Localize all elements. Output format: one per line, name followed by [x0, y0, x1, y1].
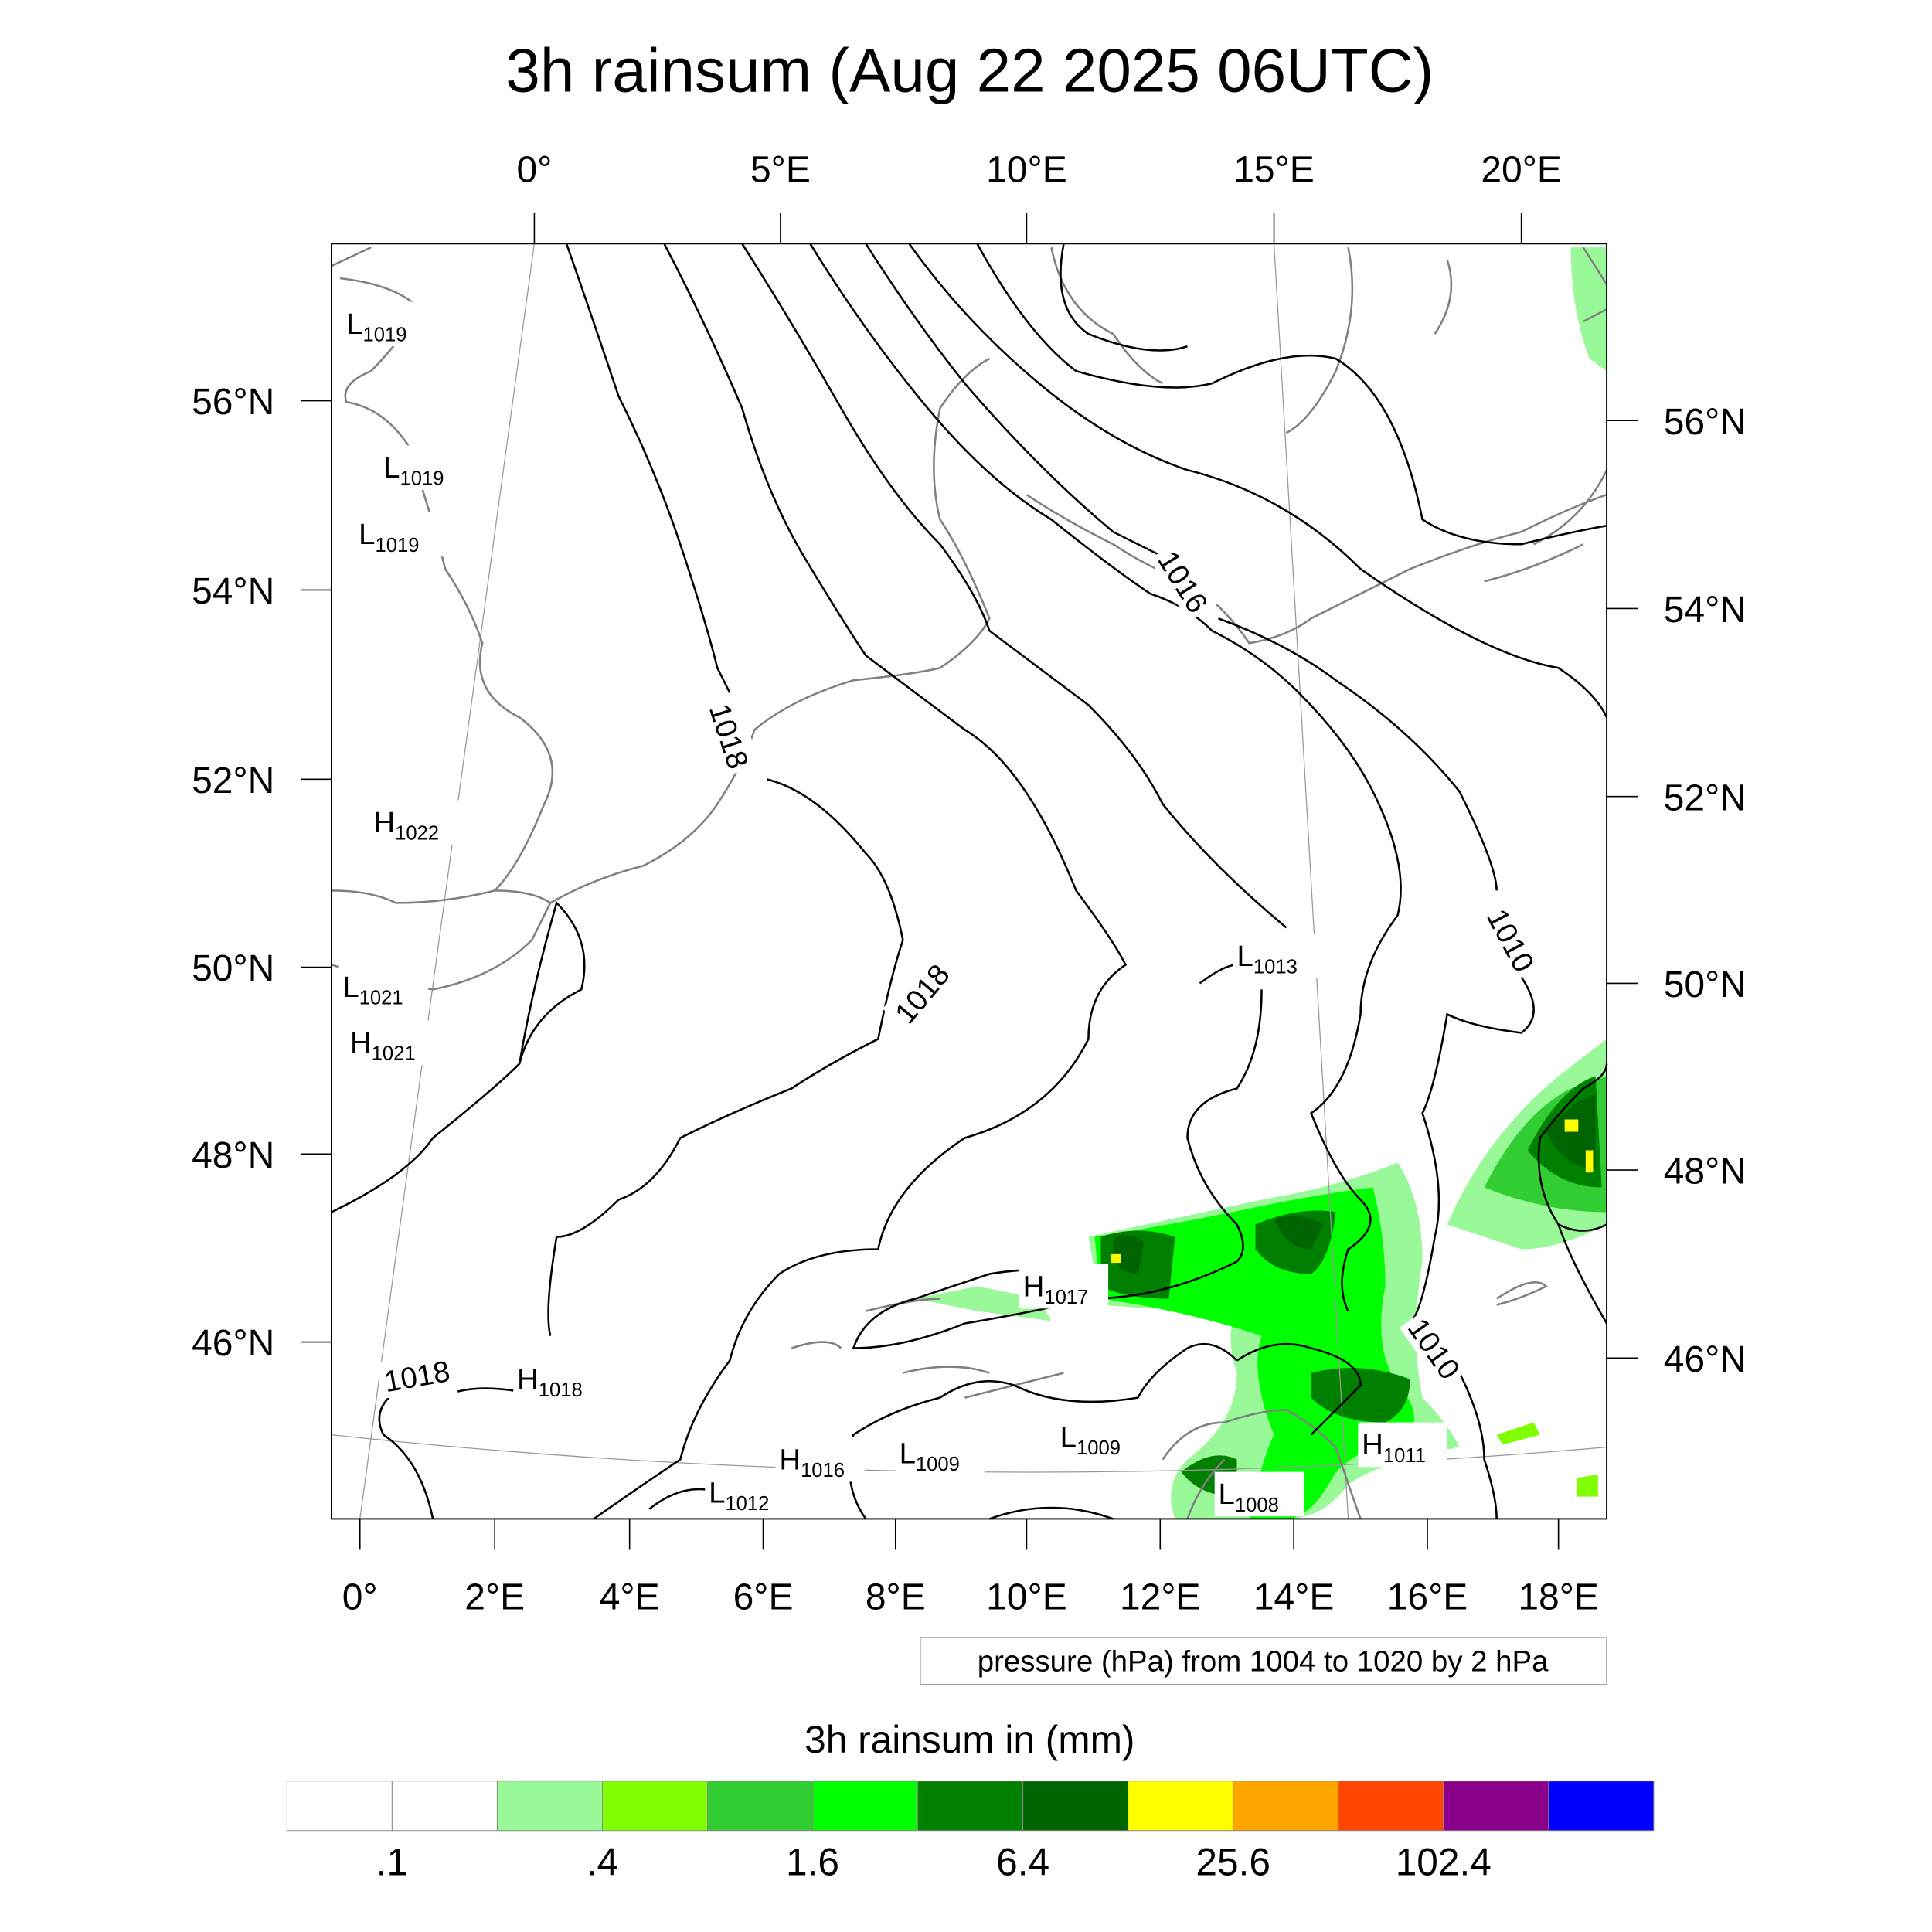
low-pressure-label: L1019 [383, 451, 444, 490]
rain-area [1113, 1234, 1145, 1274]
lat-tick-label: 52°N [192, 760, 274, 801]
rain-field [915, 247, 1607, 1519]
high-pressure-label: H1022 [373, 806, 439, 845]
colorbar-swatch [1548, 1781, 1655, 1832]
colorbar-swatch [496, 1781, 603, 1832]
lon-tick-label: 20°E [1481, 149, 1562, 190]
colorbar-swatch [1233, 1781, 1339, 1832]
low-pressure-label: L1012 [709, 1477, 769, 1515]
low-pressure-label: L1009 [1060, 1421, 1121, 1460]
lat-tick-label: 54°N [192, 571, 274, 612]
isobar [1060, 243, 1188, 352]
high-pressure-label: H1017 [1023, 1270, 1089, 1308]
lon-tick-label: 10°E [986, 1577, 1067, 1617]
lat-tick-label: 52°N [1664, 777, 1747, 818]
colorbar-swatch [1128, 1781, 1234, 1832]
isobar [809, 243, 1402, 1312]
rain-area [1564, 1119, 1579, 1132]
colorbar-label: 1.6 [786, 1840, 839, 1883]
rain-area [1274, 1216, 1324, 1250]
rain-area [1570, 247, 1607, 372]
lon-tick-label: 8°E [866, 1577, 926, 1617]
axis-ticks [300, 213, 1638, 1550]
lat-tick-label: 48°N [1664, 1151, 1747, 1192]
lat-tick-label: 48°N [192, 1135, 274, 1176]
low-pressure-label: L1019 [346, 308, 406, 346]
lon-tick-label: 18°E [1518, 1577, 1599, 1617]
high-pressure-label: H1011 [1362, 1428, 1426, 1467]
colorbar-swatch [1443, 1781, 1549, 1832]
lon-tick-label: 10°E [986, 149, 1067, 190]
isobar [331, 900, 586, 1213]
lon-tick-label: 12°E [1120, 1577, 1201, 1617]
lat-tick-label: 56°N [192, 382, 274, 423]
lat-tick-label: 46°N [1664, 1339, 1747, 1380]
colorbar-swatch [1338, 1781, 1444, 1832]
lon-tick-label: 5°E [750, 149, 811, 190]
lat-tick-label: 50°N [192, 948, 274, 989]
axis-tick-labels: 0° 5°E 10°E 15°E 20°E 0° 2°E 4°E 6°E 8°E 10°E 12°E 1… [192, 149, 1747, 1617]
isobar [908, 243, 1608, 718]
colorbar-label: 25.6 [1196, 1840, 1270, 1883]
rain-area [1111, 1253, 1121, 1264]
colorbar-swatch [707, 1781, 814, 1832]
isobar [1409, 976, 1535, 1519]
contour-info-box [919, 1637, 1607, 1685]
isobar [865, 243, 1498, 891]
rain-area [1577, 1474, 1598, 1497]
lon-tick-label: 0° [516, 149, 552, 190]
lat-tick-label: 54°N [1664, 590, 1747, 631]
isobar [976, 243, 1607, 546]
high-pressure-label: H1018 [517, 1362, 583, 1401]
lat-tick-label: 46°N [192, 1323, 274, 1364]
colorbar-swatch [391, 1781, 498, 1832]
plot-area: L1019 L1019 L1019 H1022 L1021 H1021 L1013 H1017… [330, 243, 1608, 1520]
isobar [1537, 1063, 1608, 1232]
colorbar-swatch [286, 1781, 393, 1832]
lon-tick-label: 15°E [1233, 149, 1315, 190]
colorbar-swatch [812, 1781, 919, 1832]
isobar [1557, 1224, 1608, 1325]
lon-tick-label: 16°E [1387, 1577, 1468, 1617]
isobar [848, 1342, 1238, 1520]
lat-tick-label: 56°N [1664, 402, 1747, 443]
low-pressure-label: L1009 [900, 1437, 960, 1475]
colorbar-swatch [601, 1781, 708, 1832]
low-pressure-label: L1008 [1219, 1478, 1279, 1516]
low-pressure-label: L1019 [359, 518, 419, 556]
lon-tick-label: 6°E [733, 1577, 794, 1617]
lon-tick-label: 14°E [1253, 1577, 1335, 1617]
rain-area [1496, 1422, 1540, 1445]
lon-tick-label: 2°E [464, 1577, 525, 1617]
lon-tick-label: 0° [342, 1577, 378, 1617]
colorbar-label: .1 [376, 1840, 408, 1883]
high-pressure-label: H1021 [350, 1026, 416, 1065]
low-pressure-label: L1013 [1237, 940, 1298, 978]
rain-area [915, 1286, 1052, 1321]
colorbar-swatch [917, 1781, 1024, 1832]
contour-info: pressure (hPa) from 1004 to 1020 by 2 hP… [978, 1645, 1549, 1678]
colorbar-label: .4 [587, 1840, 618, 1883]
isobar [1236, 1342, 1362, 1436]
rain-area [1094, 1187, 1414, 1519]
colorbar-title: 3h rainsum in (mm) [804, 1718, 1134, 1761]
plot-frame [330, 243, 1608, 1520]
isobar [593, 243, 1128, 1520]
pressure-center-labels: L1019 L1019 L1019 H1022 L1021 H1021 L1013 H1017… [338, 301, 1447, 1517]
pressure-contours [331, 243, 1608, 1520]
colorbar-label: 102.4 [1396, 1840, 1492, 1883]
lon-tick-label: 4°E [600, 1577, 660, 1617]
low-pressure-label: L1021 [342, 971, 403, 1009]
map-title: 3h rainsum (Aug 22 2025 06UTC) [505, 36, 1434, 104]
lat-tick-label: 50°N [1664, 964, 1747, 1005]
colorbar-label: 6.4 [996, 1840, 1049, 1883]
isobar [378, 243, 904, 1519]
colorbar-swatch [1022, 1781, 1129, 1832]
isobar [741, 243, 1287, 929]
isobar [988, 1506, 1114, 1520]
colorbar: .1 .4 1.6 6.4 25.6 102.4 [286, 1781, 1655, 1883]
rain-area [1585, 1150, 1594, 1173]
